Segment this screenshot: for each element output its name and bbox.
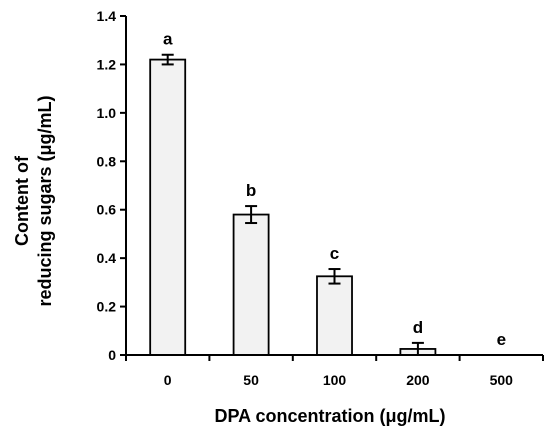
y-axis-title-line-2: reducing sugars (μg/mL) xyxy=(35,95,55,306)
x-tick-label: 0 xyxy=(164,372,172,388)
y-tick-label: 0.6 xyxy=(97,202,117,218)
x-tick-label: 200 xyxy=(406,372,430,388)
significance-label: e xyxy=(497,330,506,349)
y-tick-label: 0 xyxy=(108,347,116,363)
bar xyxy=(316,275,353,356)
x-tick-label: 100 xyxy=(323,372,347,388)
y-axis-title: Content of reducing sugars (μg/mL) xyxy=(12,95,55,306)
x-axis-title: DPA concentration (μg/mL) xyxy=(214,406,445,426)
bar xyxy=(232,213,270,356)
x-tick-label: 50 xyxy=(243,372,259,388)
significance-label: d xyxy=(413,318,423,337)
bar xyxy=(149,58,187,356)
bars: a b c d e xyxy=(149,30,506,356)
x-axis: 0 50 100 200 500 xyxy=(125,354,544,388)
y-tick-label: 1.2 xyxy=(97,56,117,72)
y-tick-label: 1.4 xyxy=(97,8,117,24)
y-axis-title-line-1: Content of xyxy=(12,155,32,246)
x-tick-label: 500 xyxy=(490,372,514,388)
y-tick-label: 1.0 xyxy=(97,105,117,121)
y-tick-label: 0.4 xyxy=(97,250,117,266)
y-tick-label: 0.2 xyxy=(97,299,117,315)
y-axis: 0 0.2 0.4 0.6 0.8 1.0 1.2 1.4 xyxy=(97,8,127,363)
y-tick-label: 0.8 xyxy=(97,153,117,169)
significance-label: c xyxy=(330,244,339,263)
significance-label: a xyxy=(163,30,173,49)
significance-label: b xyxy=(246,181,256,200)
